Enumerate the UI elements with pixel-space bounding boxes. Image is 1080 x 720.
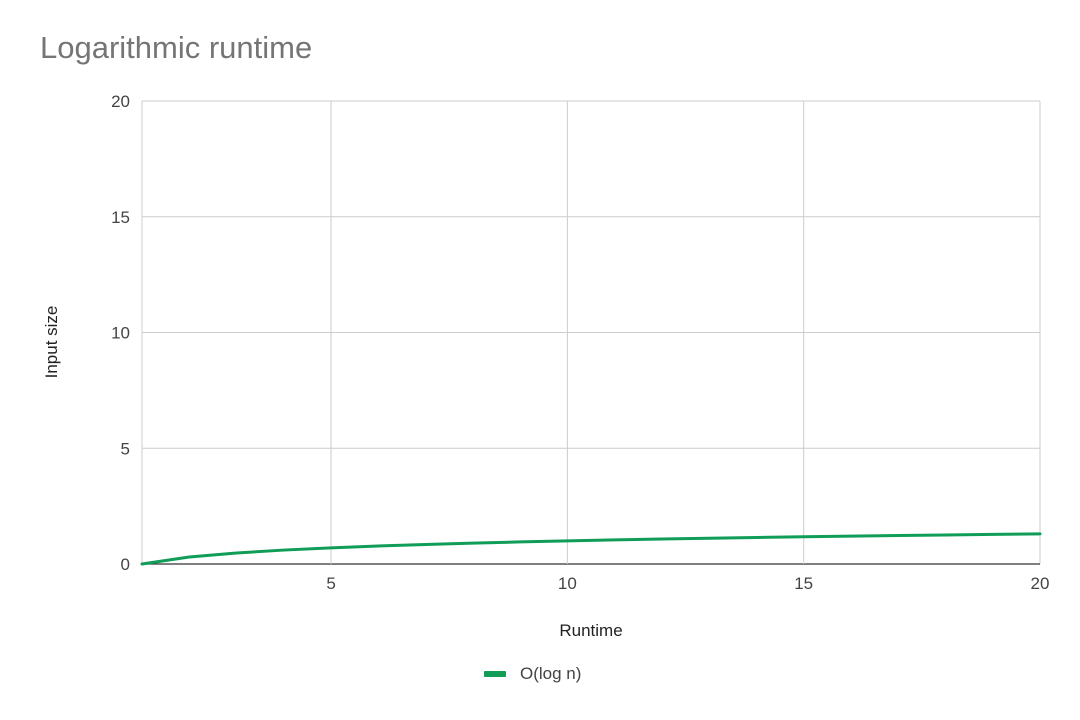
legend-swatch-log-n <box>484 671 506 677</box>
legend-label-log-n: O(log n) <box>520 664 582 683</box>
x-tick-label-5: 5 <box>326 574 335 593</box>
legend[interactable]: O(log n) <box>484 664 581 684</box>
x-axis-title: Runtime <box>559 621 623 640</box>
y-axis-ticks: 0 5 10 15 20 <box>111 92 130 574</box>
gridlines <box>141 100 1041 565</box>
y-tick-label-10: 10 <box>111 324 130 343</box>
x-axis-ticks: 5 10 15 20 <box>326 574 1049 593</box>
y-tick-label-5: 5 <box>121 439 130 458</box>
x-tick-label-15: 15 <box>794 574 813 593</box>
x-tick-label-10: 10 <box>558 574 577 593</box>
chart-title: Logarithmic runtime <box>40 30 313 65</box>
y-tick-label-20: 20 <box>111 92 130 111</box>
y-tick-label-15: 15 <box>111 208 130 227</box>
series-group <box>140 532 1042 566</box>
x-tick-label-20: 20 <box>1031 574 1050 593</box>
y-tick-label-0: 0 <box>121 555 130 574</box>
series-line-0[interactable] <box>140 532 1042 566</box>
